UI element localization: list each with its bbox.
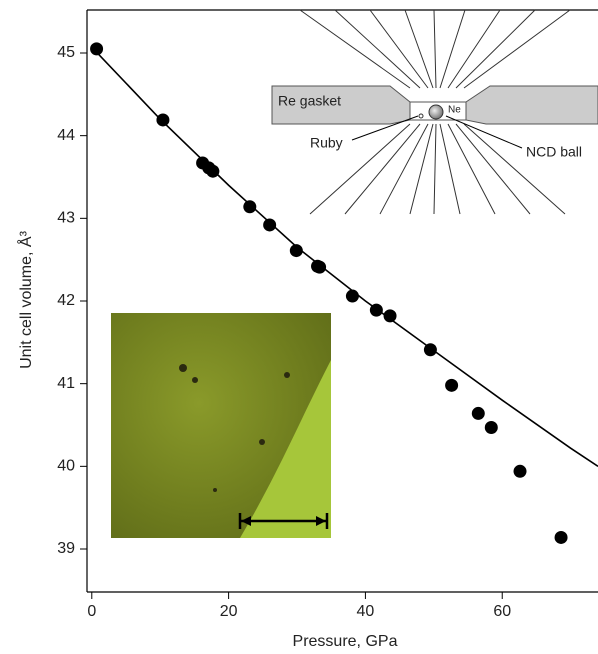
data-point (156, 113, 170, 127)
data-point (90, 42, 104, 56)
y-tick-label: 45 (57, 44, 75, 61)
scale-bar (238, 513, 329, 529)
y-tick-label: 39 (57, 540, 75, 557)
data-point (484, 420, 498, 434)
annotation: Re gasket (278, 93, 341, 109)
photo-region (240, 360, 331, 538)
anvil-lines (299, 9, 571, 89)
data-point (445, 378, 459, 392)
x-tick-label: 40 (357, 603, 375, 620)
data-point (383, 309, 397, 323)
photo-spot (192, 377, 198, 383)
inset-photo (111, 313, 331, 538)
pointer (351, 115, 523, 149)
photo-spot (284, 372, 290, 378)
photo-spot (259, 439, 265, 445)
data-point (289, 244, 303, 258)
fit-line (91, 46, 598, 468)
y-tick-label: 43 (57, 210, 75, 227)
x-tick-label: 20 (220, 603, 238, 620)
y-tick-label: 41 (57, 375, 75, 392)
x-tick-label: 60 (493, 603, 511, 620)
annotation: Ruby (310, 135, 343, 151)
x-tick-label: 0 (87, 603, 96, 620)
data-point (263, 218, 277, 232)
y-tick-label: 42 (57, 292, 75, 309)
annotation: Ne (448, 105, 461, 116)
data-point (513, 464, 527, 478)
photo-spot (179, 364, 187, 372)
ruby (418, 113, 424, 119)
data-point (243, 200, 257, 214)
data-point (471, 406, 485, 420)
y-tick-label: 44 (57, 127, 75, 144)
y-axis-label: Unit cell volume, Å³ (16, 230, 35, 368)
y-tick-label: 40 (57, 458, 75, 475)
scale-arrows (241, 516, 326, 526)
annotation: NCD ball (526, 144, 582, 160)
anvil-lines (309, 123, 566, 215)
x-axis-label: Pressure, GPa (293, 633, 398, 650)
data-point (313, 260, 327, 274)
photo-spot (213, 488, 217, 492)
inset-diagram (271, 9, 598, 215)
gasket-right (465, 85, 598, 125)
data-point (554, 530, 568, 544)
ncd-ball (428, 104, 444, 120)
